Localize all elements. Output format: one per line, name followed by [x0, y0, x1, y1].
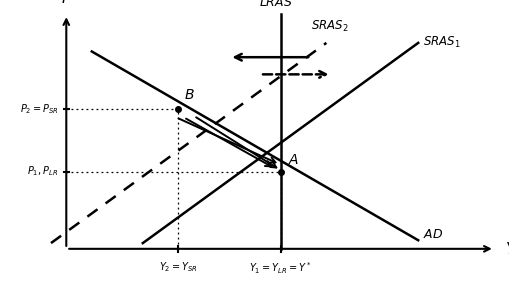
Text: $P_2 = P_{SR}$: $P_2 = P_{SR}$	[20, 102, 59, 116]
Text: $Y_2 = Y_{SR}$: $Y_2 = Y_{SR}$	[159, 260, 197, 274]
Text: $Y_1 = Y_{LR} = Y^*$: $Y_1 = Y_{LR} = Y^*$	[249, 260, 311, 276]
Text: $SRAS_1$: $SRAS_1$	[422, 35, 460, 50]
Text: $SRAS_2$: $SRAS_2$	[310, 19, 348, 34]
Text: $AD$: $AD$	[422, 228, 443, 241]
Text: $LRAS$: $LRAS$	[258, 0, 292, 9]
Text: $P_1, P_{LR}$: $P_1, P_{LR}$	[27, 165, 59, 178]
Text: $A$: $A$	[288, 153, 299, 167]
Text: $B$: $B$	[183, 88, 194, 102]
Text: $Y$: $Y$	[504, 241, 509, 257]
Text: $P$: $P$	[61, 0, 72, 6]
